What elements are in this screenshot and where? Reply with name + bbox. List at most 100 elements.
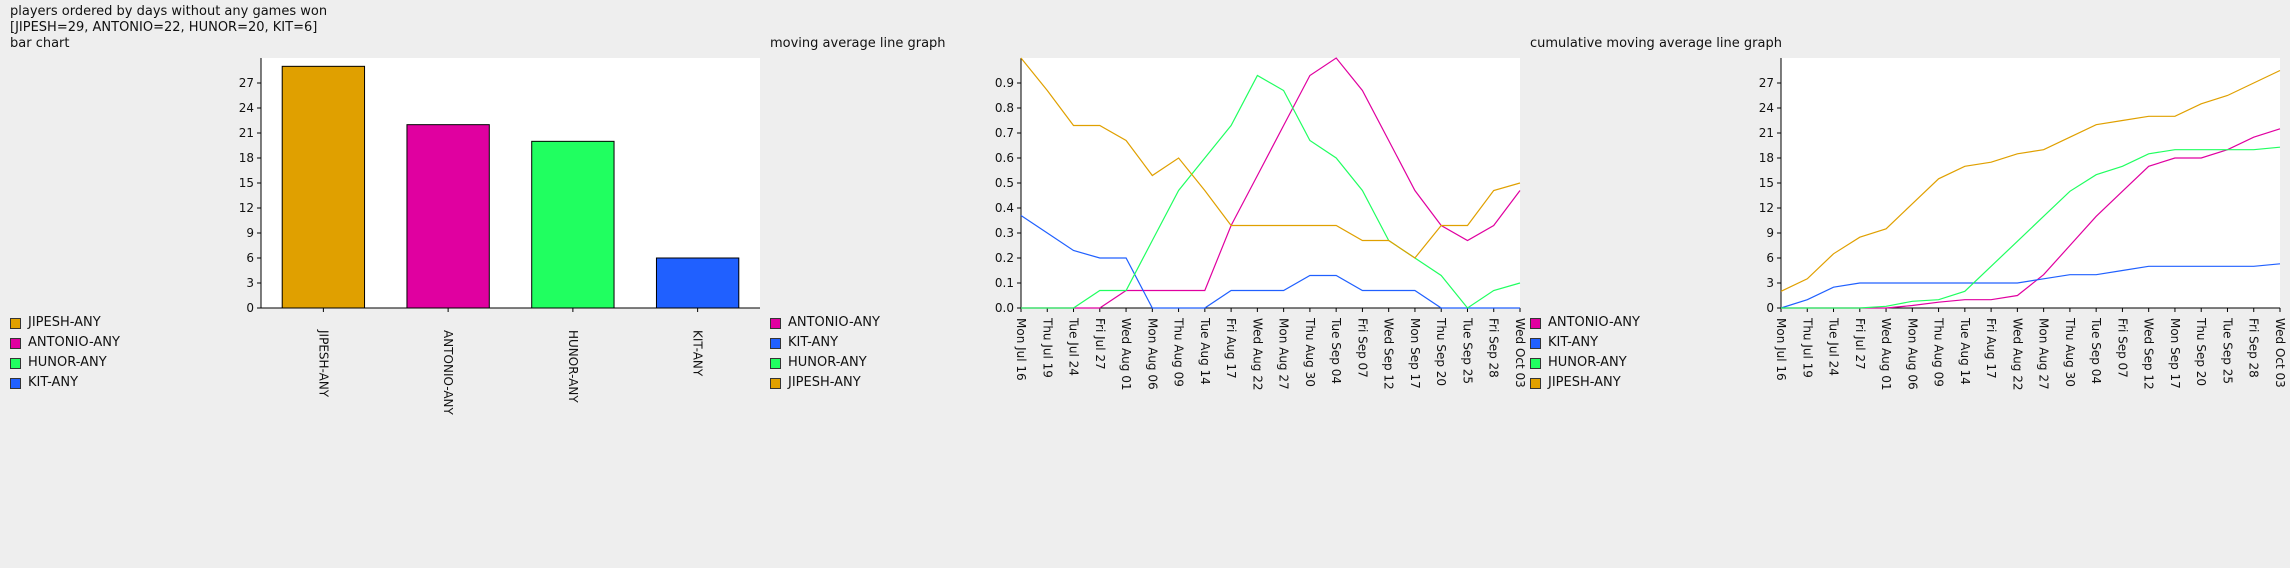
legend-swatch [770, 358, 781, 369]
cma-x-tick-label: Tue Jul 24 [1827, 317, 1841, 376]
legend-item: JIPESH-ANY [1528, 373, 1640, 393]
cma-y-tick-label: 24 [1759, 101, 1774, 115]
bar-y-tick-label: 9 [246, 226, 254, 240]
cma-x-tick-label: Mon Aug 06 [1905, 318, 1919, 390]
cma-series-kit-any [1780, 263, 2281, 309]
bar-y-tick-label: 6 [246, 251, 254, 265]
ma-series-jipesh-any [1020, 57, 1521, 259]
legend-item: KIT-ANY [1528, 333, 1640, 353]
ma-y-tick-label: 0.2 [995, 251, 1014, 265]
bar-chart-label: bar chart [10, 36, 70, 51]
ma-series-antonio-any [1021, 57, 1521, 309]
cma-x-tick-label: Fri Sep 07 [2115, 318, 2129, 378]
bar-x-tick-label: ANTONIO-ANY [441, 330, 455, 416]
cma-y-tick-label: 3 [1766, 276, 1774, 290]
ma-x-tick-label: Mon Sep 17 [1408, 318, 1422, 389]
legend-swatch [1530, 378, 1541, 389]
cma-x-tick-label: Wed Aug 01 [1879, 318, 1893, 391]
cumulative-average-legend: ANTONIO-ANY KIT-ANY HUNOR-ANY JIPESH-ANY [1528, 313, 1640, 393]
cma-x-tick-label: Thu Aug 09 [1932, 317, 1946, 387]
ma-x-tick-label: Fri Aug 17 [1224, 318, 1238, 379]
cma-x-tick-label: Mon Sep 17 [2168, 318, 2182, 389]
bar-antonio-any [406, 124, 490, 309]
bar-y-tick-label: 3 [246, 276, 254, 290]
ma-x-tick-label: Thu Aug 30 [1303, 317, 1317, 387]
cma-y-tick-label: 6 [1766, 251, 1774, 265]
legend-label: JIPESH-ANY [28, 315, 101, 330]
legend-label: HUNOR-ANY [28, 355, 107, 370]
legend-item: JIPESH-ANY [8, 313, 120, 333]
legend-swatch [1530, 358, 1541, 369]
ma-x-tick-label: Thu Sep 20 [1434, 317, 1448, 386]
cma-x-tick-label: Tue Sep 25 [2220, 317, 2234, 384]
cma-x-tick-label: Wed Sep 12 [2142, 318, 2156, 390]
legend-label: ANTONIO-ANY [1548, 315, 1640, 330]
bar-chart-legend: JIPESH-ANY ANTONIO-ANY HUNOR-ANY KIT-ANY [8, 313, 120, 393]
legend-label: ANTONIO-ANY [788, 315, 880, 330]
legend-swatch [10, 358, 21, 369]
cma-y-tick-label: 18 [1759, 151, 1774, 165]
ma-x-tick-label: Wed Aug 22 [1250, 318, 1264, 391]
bar-y-tick-label: 0 [246, 301, 254, 315]
moving-average-legend: ANTONIO-ANY KIT-ANY HUNOR-ANY JIPESH-ANY [768, 313, 880, 393]
cma-x-tick-label: Fri Aug 17 [1984, 318, 1998, 379]
ma-x-tick-label: Fri Jul 27 [1093, 318, 1107, 370]
legend-item: ANTONIO-ANY [8, 333, 120, 353]
legend-item: ANTONIO-ANY [1528, 313, 1640, 333]
ma-x-tick-label: Tue Sep 25 [1460, 317, 1474, 384]
legend-swatch [1530, 318, 1541, 329]
ma-x-tick-label: Fri Sep 07 [1355, 318, 1369, 378]
cma-x-tick-label: Fri Sep 28 [2247, 318, 2261, 378]
legend-item: ANTONIO-ANY [768, 313, 880, 333]
cma-x-tick-label: Thu Jul 19 [1800, 317, 1814, 378]
legend-swatch [770, 338, 781, 349]
cma-x-tick-label: Tue Sep 04 [2089, 317, 2103, 384]
bar-y-tick-label: 18 [239, 151, 254, 165]
legend-swatch [770, 318, 781, 329]
bar-jipesh-any [281, 65, 366, 309]
ma-y-tick-label: 0.8 [995, 101, 1014, 115]
bar-y-tick-label: 15 [239, 176, 254, 190]
ma-y-tick-label: 0.7 [995, 126, 1014, 140]
ma-x-tick-label: Fri Sep 28 [1487, 318, 1501, 378]
legend-label: JIPESH-ANY [1548, 375, 1621, 390]
cma-x-tick-label: Thu Sep 20 [2194, 317, 2208, 386]
ma-x-tick-label: Tue Sep 04 [1329, 317, 1343, 384]
moving-average-plot [1021, 58, 1520, 308]
ma-x-tick-label: Thu Aug 09 [1172, 317, 1186, 387]
legend-swatch [10, 378, 21, 389]
cma-x-tick-label: Wed Aug 22 [2010, 318, 2024, 391]
ma-x-tick-label: Wed Oct 03 [1513, 318, 1527, 388]
cma-y-tick-label: 12 [1759, 201, 1774, 215]
legend-swatch [770, 378, 781, 389]
ma-y-tick-label: 0.1 [995, 276, 1014, 290]
bar-y-tick-label: 21 [239, 126, 254, 140]
legend-label: ANTONIO-ANY [28, 335, 120, 350]
cma-x-tick-label: Mon Jul 16 [1774, 318, 1788, 381]
ma-y-tick-label: 0.4 [995, 201, 1014, 215]
ma-y-tick-label: 0.5 [995, 176, 1014, 190]
legend-item: HUNOR-ANY [768, 353, 880, 373]
moving-average-label: moving average line graph [770, 36, 946, 51]
ma-x-tick-label: Mon Aug 06 [1145, 318, 1159, 390]
ma-series-hunor-any [1021, 74, 1521, 309]
ma-x-tick-label: Thu Jul 19 [1040, 317, 1054, 378]
legend-item: KIT-ANY [768, 333, 880, 353]
bar-y-tick-label: 27 [239, 76, 254, 90]
ma-x-tick-label: Mon Jul 16 [1014, 318, 1028, 381]
cma-y-tick-label: 0 [1766, 301, 1774, 315]
bar-y-tick-label: 12 [239, 201, 254, 215]
cma-series-hunor-any [1781, 146, 2281, 309]
legend-item: KIT-ANY [8, 373, 120, 393]
page-title: players ordered by days without any game… [10, 4, 328, 19]
legend-label: KIT-ANY [28, 375, 79, 390]
legend-swatch [10, 318, 21, 329]
cma-x-tick-label: Fri Jul 27 [1853, 318, 1867, 370]
cma-x-tick-label: Tue Aug 14 [1958, 317, 1972, 385]
cma-y-tick-label: 21 [1759, 126, 1774, 140]
legend-item: HUNOR-ANY [1528, 353, 1640, 373]
legend-swatch [1530, 338, 1541, 349]
legend-item: HUNOR-ANY [8, 353, 120, 373]
legend-item: JIPESH-ANY [768, 373, 880, 393]
